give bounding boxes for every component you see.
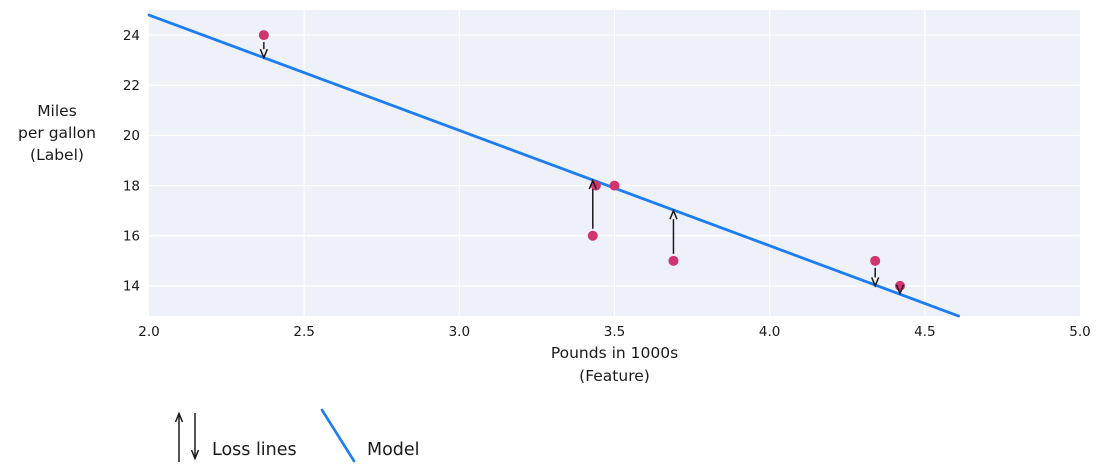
data-point <box>668 255 679 266</box>
arrowhead-icon <box>259 48 269 60</box>
y-tick-label: 18 <box>123 178 140 194</box>
loss-arrow-up <box>588 178 597 229</box>
data-point <box>258 30 269 41</box>
chart-legend: Loss lines Model <box>174 408 420 463</box>
y-axis-label: Miles per gallon (Label) <box>18 102 96 164</box>
axis-ticks: 2.0 2.5 3.0 3.5 4.0 4.5 5.0 14 16 18 20 22 24 <box>123 28 1091 340</box>
x-tick-label: 2.0 <box>138 324 159 340</box>
y-axis-label-line3: (Label) <box>30 146 84 164</box>
loss-arrow-down <box>870 267 880 288</box>
data-point <box>609 180 620 191</box>
y-tick-label: 22 <box>123 78 140 94</box>
model-line <box>147 13 961 318</box>
y-tick-label: 20 <box>123 128 140 144</box>
legend-model-line-icon <box>320 408 356 463</box>
x-axis-label: Pounds in 1000s (Feature) <box>551 344 678 385</box>
data-point <box>870 255 881 266</box>
x-tick-label: 4.0 <box>759 324 780 340</box>
x-tick-label: 3.5 <box>604 324 625 340</box>
arrowhead-icon <box>895 284 905 296</box>
arrowhead-icon <box>588 178 597 190</box>
loss-arrow-up <box>669 208 678 254</box>
arrowhead-icon <box>669 208 678 220</box>
legend-item-loss-lines: Loss lines <box>174 411 297 462</box>
loss-arrow-down <box>259 42 269 60</box>
loss-arrow-down <box>895 284 905 296</box>
arrowhead-icon <box>870 277 880 288</box>
y-axis-label-line2: per gallon <box>18 124 96 142</box>
legend-label-model: Model <box>367 440 420 460</box>
x-tick-label: 5.0 <box>1069 324 1090 340</box>
x-tick-label: 2.5 <box>293 324 314 340</box>
x-tick-label: 4.5 <box>914 324 935 340</box>
data-point <box>587 230 598 241</box>
up-arrow-icon <box>174 411 184 462</box>
y-axis-label-line1: Miles <box>37 102 77 120</box>
x-axis-label-line1: Pounds in 1000s <box>551 344 678 362</box>
y-tick-label: 24 <box>123 28 140 44</box>
legend-label-loss-lines: Loss lines <box>212 440 297 460</box>
y-tick-label: 14 <box>123 279 140 295</box>
down-arrow-icon <box>190 413 200 461</box>
loss-arrows <box>259 42 905 296</box>
legend-item-model: Model <box>320 408 420 463</box>
y-tick-label: 16 <box>123 229 140 245</box>
x-tick-label: 3.0 <box>449 324 470 340</box>
x-axis-label-line2: (Feature) <box>579 367 650 385</box>
